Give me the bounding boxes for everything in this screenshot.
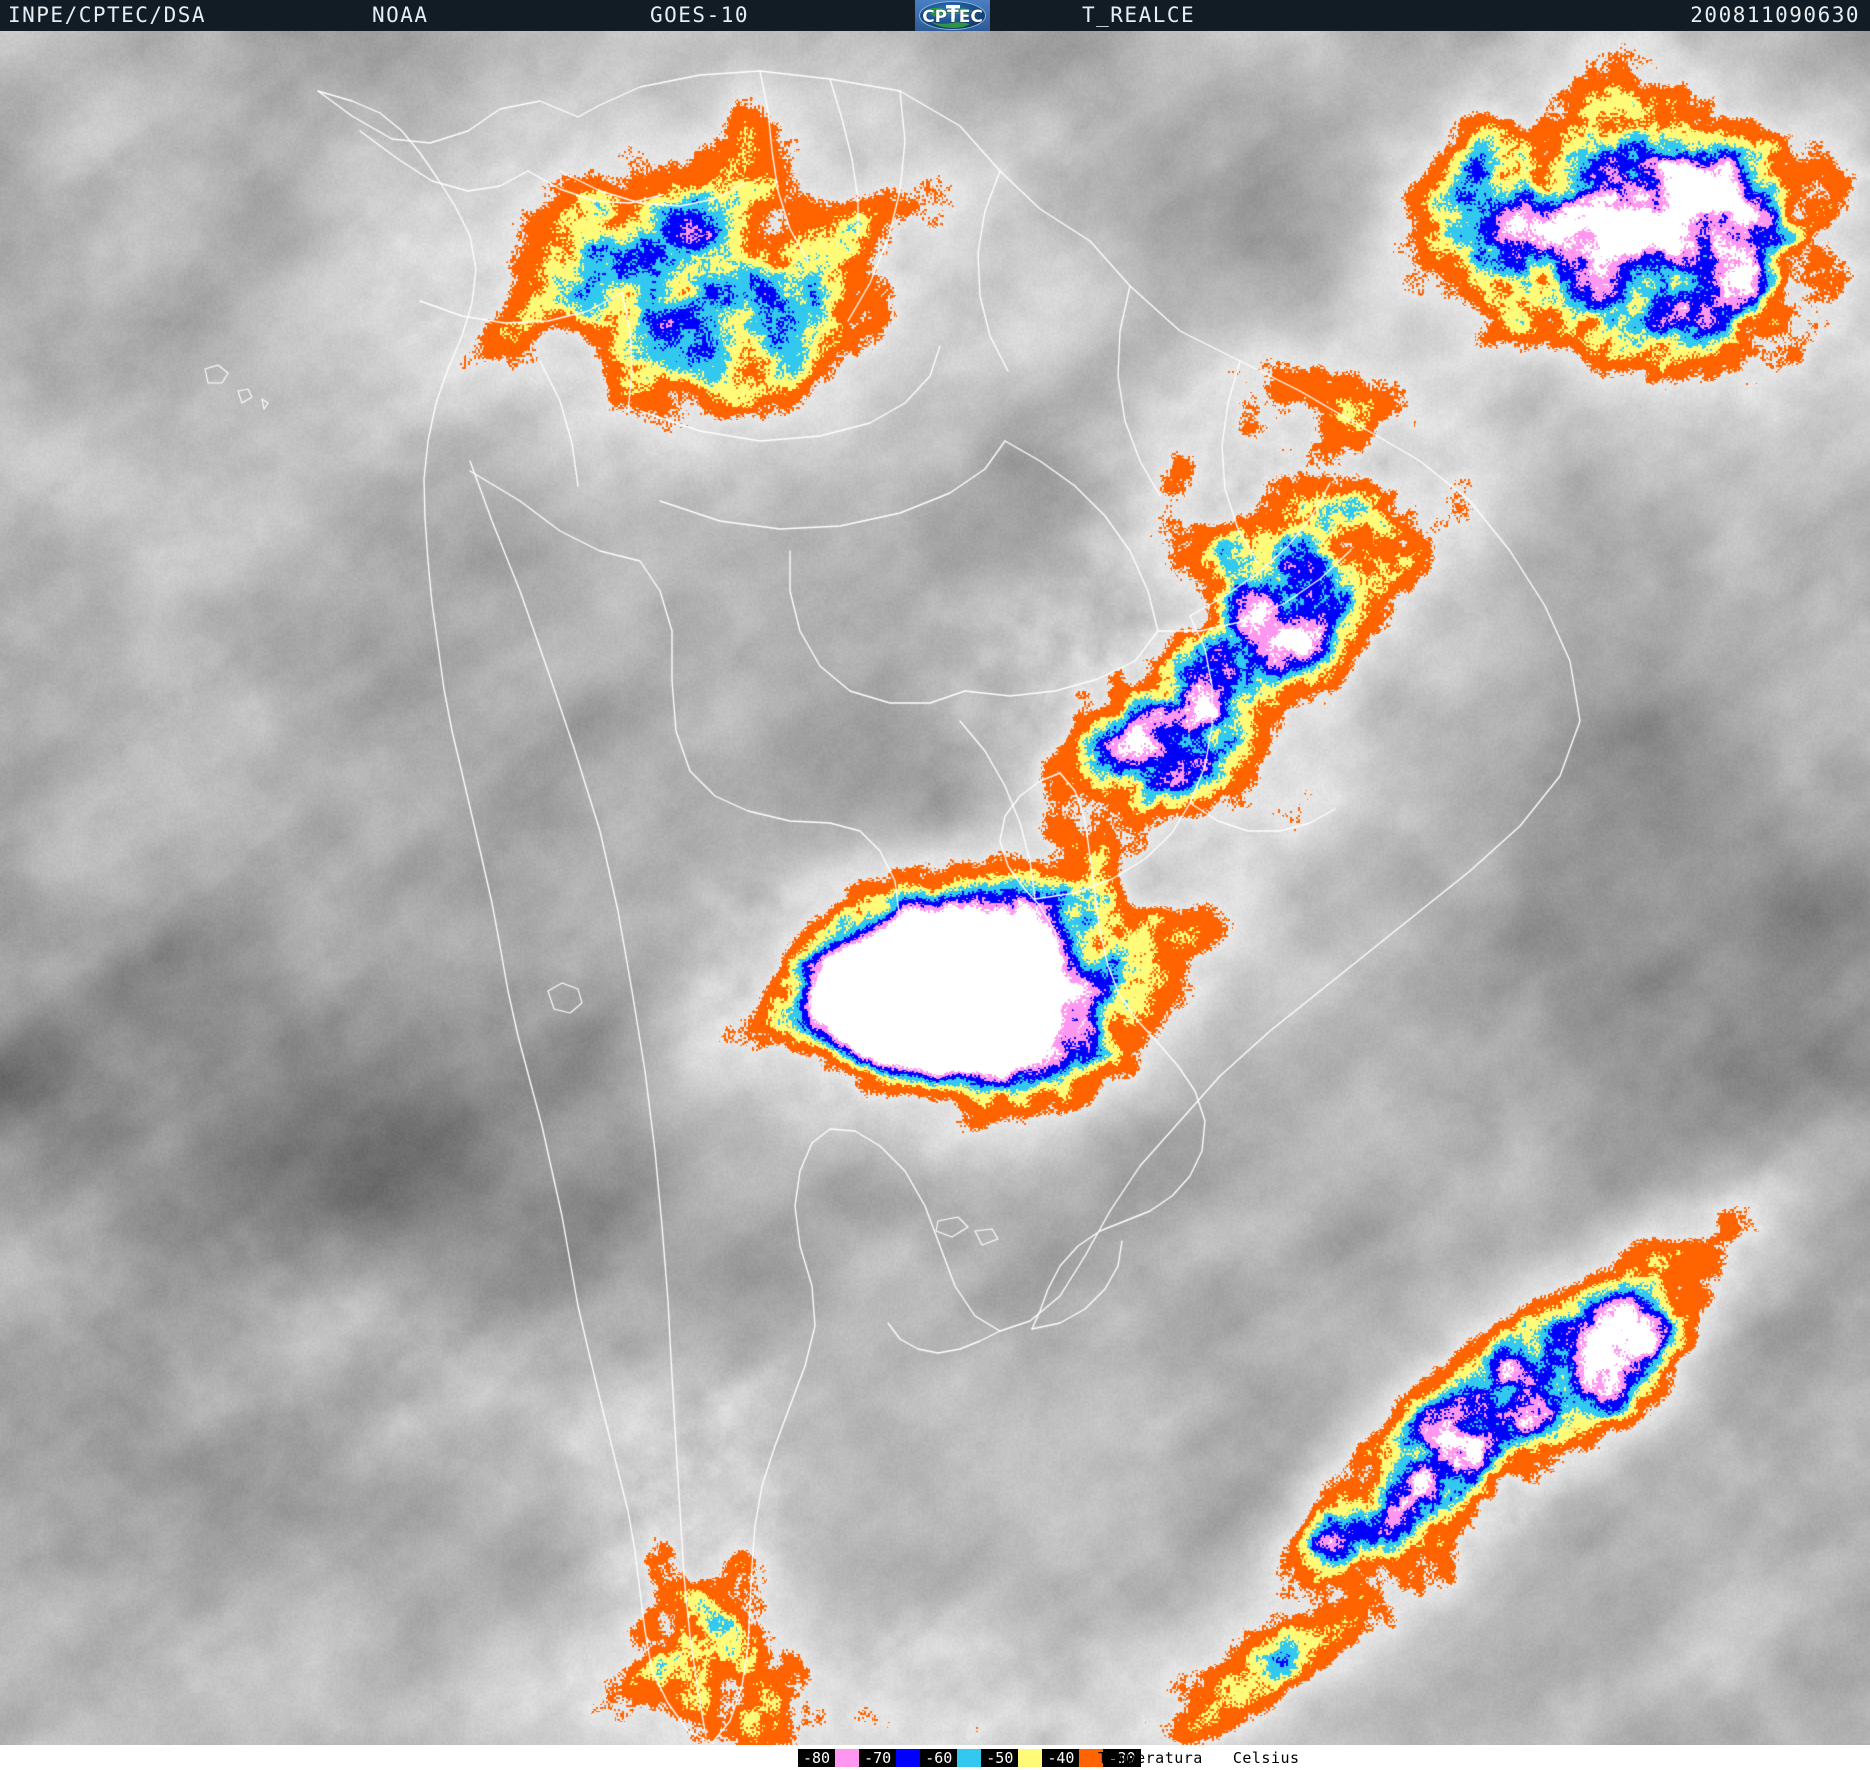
legend-tick-minus50: -50	[981, 1749, 1019, 1767]
legend-swatch-orange	[1079, 1749, 1104, 1767]
legend-swatch-cyan	[957, 1749, 982, 1767]
legend-tick-minus60: -60	[920, 1749, 958, 1767]
satellite-image	[0, 31, 1870, 1745]
legend-bar: -80 -70 -60 -50 -40 -30 Temperatura Celsius	[0, 1745, 1870, 1770]
legend-title: Temperatura	[1098, 1749, 1203, 1767]
legend-tick-minus80: -80	[798, 1749, 836, 1767]
header-sat-owner: NOAA	[372, 3, 429, 27]
temperature-colorbar: -80 -70 -60 -50 -40 -30	[798, 1749, 1141, 1767]
legend-swatch-yellow	[1018, 1749, 1043, 1767]
header-agency: INPE/CPTEC/DSA	[8, 3, 207, 27]
legend-tick-minus30: -30	[1103, 1749, 1141, 1767]
legend-units-label: Temperatura Celsius	[1098, 1749, 1300, 1767]
legend-tick-minus40: -40	[1042, 1749, 1080, 1767]
legend-unit: Celsius	[1232, 1749, 1300, 1767]
cptec-logo-icon: CPTEC	[915, 0, 990, 31]
legend-swatch-blue	[896, 1749, 921, 1767]
legend-swatch-pink	[835, 1749, 860, 1767]
header-satellite: GOES-10	[650, 3, 750, 27]
satellite-imagery-canvas	[0, 31, 1870, 1745]
header-timestamp: 200811090630	[1690, 3, 1860, 27]
legend-tick-minus70: -70	[859, 1749, 897, 1767]
header-product: T_REALCE	[1082, 3, 1196, 27]
header-bar: INPE/CPTEC/DSA NOAA GOES-10 T_REALCE 200…	[0, 0, 1870, 31]
